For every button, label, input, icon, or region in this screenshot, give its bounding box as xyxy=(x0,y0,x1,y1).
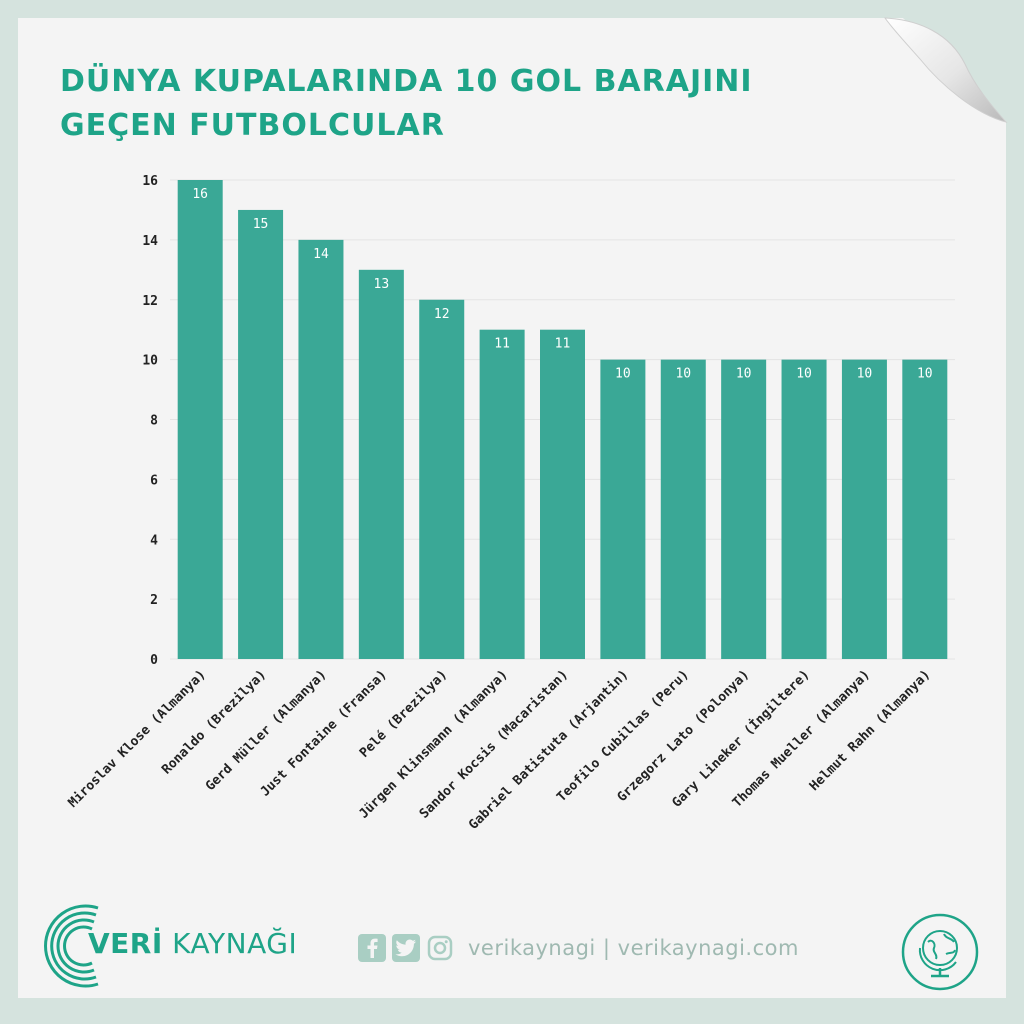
x-tick-label: Just Fontaine (Fransa) xyxy=(258,667,390,799)
y-tick-label: 10 xyxy=(142,354,158,369)
bar xyxy=(721,359,767,659)
bar-value-label: 15 xyxy=(253,217,269,232)
bar xyxy=(660,359,706,659)
bar-value-label: 10 xyxy=(917,367,933,382)
data-labels: 16 15 14 13 12 11 11 10 10 10 10 10 10 xyxy=(192,187,932,382)
x-tick-label: Grzegorz Lato (Polonya) xyxy=(615,667,753,805)
y-tick-label: 12 xyxy=(142,294,158,309)
bar xyxy=(298,239,344,659)
page-curl xyxy=(883,17,1008,123)
bar xyxy=(781,359,827,659)
bar-value-label: 10 xyxy=(796,367,812,382)
veri-kaynagi-logo-icon xyxy=(44,904,99,988)
x-tick-label: Helmut Rahn (Almanya) xyxy=(807,667,934,794)
bar xyxy=(238,209,284,659)
chart-title-line-2: GEÇEN FUTBOLCULAR xyxy=(60,108,445,143)
bar-value-label: 12 xyxy=(434,307,450,322)
y-tick-label: 0 xyxy=(150,653,158,668)
brand-name-rest: KAYNAĞI xyxy=(162,927,298,960)
bars xyxy=(177,180,948,659)
x-tick-label: Gerd Müller (Almanya) xyxy=(203,667,330,794)
bar xyxy=(902,359,948,659)
globe-icon xyxy=(901,913,979,991)
facebook-icon[interactable] xyxy=(358,934,386,962)
bar-value-label: 11 xyxy=(494,337,510,352)
bar-chart: 0 2 4 6 8 10 12 14 16 16 15 14 13 12 11 11 10 10 10 10 10 10… xyxy=(66,174,955,833)
y-tick-label: 14 xyxy=(142,234,158,249)
bar-value-label: 13 xyxy=(374,277,390,292)
twitter-icon[interactable] xyxy=(392,934,420,962)
social-links: verikaynagi | verikaynagi.com xyxy=(358,932,799,964)
chart-title-line-1: DÜNYA KUPALARINDA 10 GOL BARAJINI xyxy=(60,64,753,99)
social-handle-text[interactable]: verikaynagi | verikaynagi.com xyxy=(468,936,799,960)
x-tick-label: Ronaldo (Brezilya) xyxy=(159,667,269,777)
chart-title: DÜNYA KUPALARINDA 10 GOL BARAJINI GEÇEN … xyxy=(60,60,753,148)
x-tick-label: Teofilo Cubillas (Peru) xyxy=(554,667,692,805)
y-tick-label: 6 xyxy=(150,473,158,488)
x-axis: Miroslav Klose (Almanya)Ronaldo (Brezily… xyxy=(66,667,934,833)
y-tick-label: 8 xyxy=(150,414,158,429)
bar xyxy=(419,299,465,659)
bar-value-label: 11 xyxy=(555,337,571,352)
bar-value-label: 14 xyxy=(313,247,329,262)
instagram-icon[interactable] xyxy=(426,934,454,962)
brand-name: VERİ KAYNAĞI xyxy=(88,927,297,960)
y-axis: 0 2 4 6 8 10 12 14 16 xyxy=(142,174,158,668)
y-tick-label: 4 xyxy=(150,533,158,548)
bar-value-label: 10 xyxy=(615,367,631,382)
bar-value-label: 10 xyxy=(736,367,752,382)
bar-value-label: 10 xyxy=(675,367,691,382)
y-tick-label: 16 xyxy=(142,174,158,189)
bar xyxy=(841,359,887,659)
y-tick-label: 2 xyxy=(150,593,158,608)
bar xyxy=(479,329,525,659)
bar-value-label: 16 xyxy=(192,187,208,202)
bar xyxy=(358,269,404,659)
bar-value-label: 10 xyxy=(857,367,873,382)
bar xyxy=(177,180,223,659)
brand-name-bold: VERİ xyxy=(88,927,163,960)
bar xyxy=(540,329,585,659)
bar xyxy=(600,359,646,659)
